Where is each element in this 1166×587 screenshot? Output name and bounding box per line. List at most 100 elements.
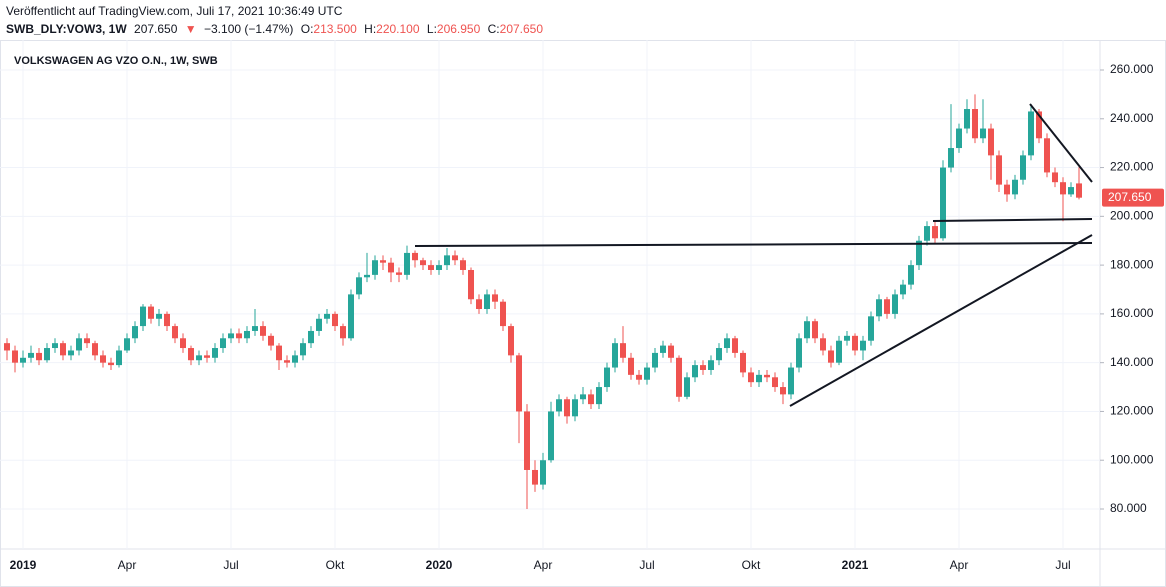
candle-body [836, 340, 842, 363]
candle-body [4, 343, 10, 351]
candle-body [612, 343, 618, 368]
candle-body [500, 301, 506, 327]
candle-body [684, 377, 690, 397]
arrow: ▼ [185, 22, 197, 36]
candle-body [644, 367, 650, 380]
candle-body [908, 265, 914, 285]
candle-body [924, 226, 930, 241]
candle-body [892, 294, 898, 314]
y-tick-label: 160.000 [1110, 306, 1154, 320]
candle-body [108, 362, 114, 366]
candle-body [724, 338, 730, 349]
ohlc-c: C: [488, 22, 500, 36]
candle-body [44, 348, 50, 361]
ohlc-l: L: [427, 22, 437, 36]
x-tick-label: Apr [118, 558, 137, 572]
ohlc-h: H: [364, 22, 376, 36]
candle-body [196, 355, 202, 361]
candle-body [292, 355, 298, 363]
candle-body [588, 394, 594, 405]
candle-body [1020, 155, 1026, 180]
candle-body [524, 411, 530, 470]
candle-body [516, 355, 522, 412]
candle-body [260, 326, 266, 336]
candle-body [380, 260, 386, 263]
change: −3.100 (−1.47%) [204, 22, 293, 36]
candle-body [460, 260, 466, 270]
candle-body [772, 377, 778, 388]
candle-body [484, 294, 490, 310]
candle-body [252, 326, 258, 331]
candle-body [540, 460, 546, 485]
x-tick-label: Okt [326, 558, 345, 572]
candle-body [732, 338, 738, 353]
candle-body [220, 338, 226, 349]
ohlc-o: O: [301, 22, 314, 36]
candle-body [900, 284, 906, 295]
candle-body [372, 260, 378, 275]
x-tick-label: Okt [742, 558, 761, 572]
y-tick-label: 220.000 [1110, 160, 1154, 174]
trendlines [414, 103, 1093, 407]
candle-body [228, 333, 234, 339]
y-tick-label: 140.000 [1110, 355, 1154, 369]
y-tick-label: 260.000 [1110, 62, 1154, 76]
candle-body [636, 374, 642, 380]
candle-body [468, 269, 474, 300]
candle-body [284, 360, 290, 363]
ohlc-l-value: 206.950 [437, 22, 481, 36]
trendline [414, 242, 1093, 247]
candle-body [740, 352, 746, 373]
candle-body [692, 365, 698, 378]
candle-body [1028, 111, 1034, 156]
candle-body [1076, 183, 1082, 198]
candle-body [156, 313, 162, 319]
candle-body [164, 313, 170, 327]
candle-body [84, 338, 90, 344]
candle-body [748, 372, 754, 383]
candle-body [828, 350, 834, 363]
last-price-label: 207.650 [1108, 190, 1152, 204]
candle-body [820, 338, 826, 351]
candle-body [764, 374, 770, 378]
candle-body [76, 338, 82, 351]
candle-body [620, 343, 626, 358]
candle-body [996, 155, 1002, 185]
candle-body [1036, 111, 1042, 139]
x-tick-label: Jul [639, 558, 654, 572]
candle-body [652, 352, 658, 368]
candle-body [420, 260, 426, 266]
candle-body [348, 294, 354, 339]
y-tick-label: 240.000 [1110, 111, 1154, 125]
candle-body [596, 387, 602, 405]
candle-body [276, 345, 282, 361]
candle-body [28, 352, 34, 358]
candle-body [988, 128, 994, 156]
candle-body [844, 335, 850, 341]
candle-body [324, 313, 330, 319]
y-tick-label: 80.000 [1110, 501, 1147, 515]
symbol-line: SWB_DLY:VOW3, 1W 207.650 ▼ −3.100 (−1.47… [6, 22, 543, 36]
candle-body [60, 343, 66, 356]
candle-body [332, 313, 338, 327]
candle-body [580, 394, 586, 400]
candle-body [340, 326, 346, 339]
candle-body [1060, 182, 1066, 195]
x-tick-label: Apr [950, 558, 969, 572]
candle-body [148, 306, 154, 319]
candle-body [1068, 187, 1074, 195]
y-tick-label: 200.000 [1110, 209, 1154, 223]
candle-body [700, 365, 706, 370]
candle-body [12, 350, 18, 363]
chart-title: VOLKSWAGEN AG VZO O.N., 1W, SWB [14, 55, 218, 67]
candle-body [116, 350, 122, 366]
candle-body [628, 357, 634, 375]
candle-body [300, 343, 306, 356]
x-tick-label: 2019 [10, 558, 37, 572]
trendline [932, 218, 1093, 222]
ohlc-o-value: 213.500 [313, 22, 357, 36]
candle-body [364, 274, 370, 278]
candle-body [412, 252, 418, 261]
candle-body [236, 333, 242, 339]
candle-body [788, 367, 794, 395]
